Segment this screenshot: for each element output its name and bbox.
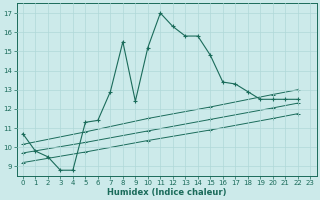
X-axis label: Humidex (Indice chaleur): Humidex (Indice chaleur) — [107, 188, 226, 197]
